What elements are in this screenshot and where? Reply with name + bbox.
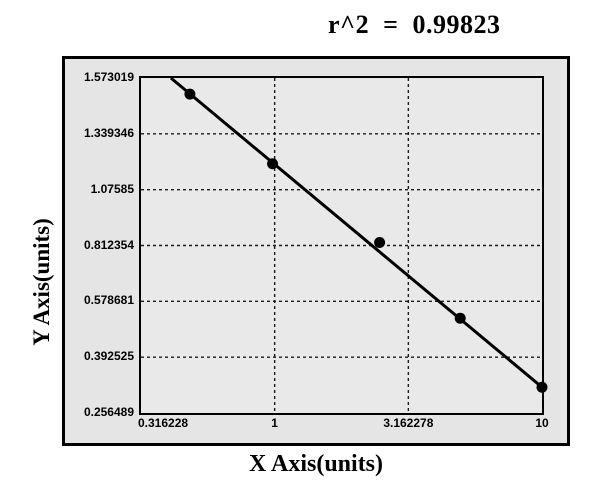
plot-svg	[141, 76, 548, 413]
y-tick-label: 0.392525	[83, 349, 134, 364]
data-point	[267, 158, 279, 170]
x-axis-label: X Axis(units)	[248, 451, 384, 477]
data-point	[374, 236, 386, 248]
data-point	[184, 88, 196, 100]
x-tick-label: 10	[535, 416, 549, 430]
y-tick-label: 1.07585	[90, 181, 134, 196]
y-tick-label: 1.573019	[83, 70, 134, 84]
x-tick-label: 1	[271, 416, 278, 430]
x-tick-label: 0.316228	[138, 416, 189, 430]
data-point	[454, 312, 466, 324]
y-tick-label: 1.339346	[83, 125, 134, 140]
data-point	[536, 381, 548, 393]
y-tick-label: 0.812354	[83, 237, 134, 252]
chart-title: r^2 = 0.99823	[328, 10, 501, 39]
plot-area	[139, 76, 548, 415]
y-tick-label: 0.256489	[83, 405, 134, 419]
fit-line	[169, 76, 543, 389]
y-tick-label: 0.578681	[83, 293, 134, 308]
x-tick-label: 3.162278	[383, 416, 434, 430]
